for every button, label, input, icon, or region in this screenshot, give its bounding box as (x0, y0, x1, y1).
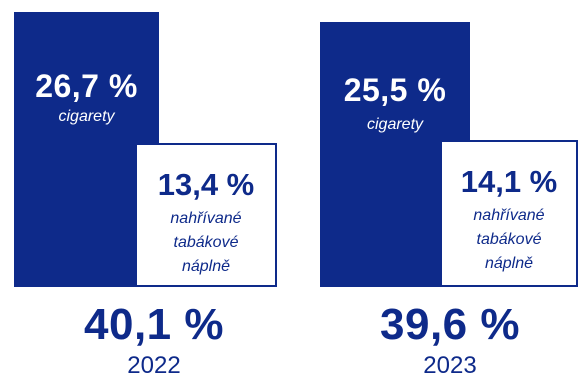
cigarettes-category-label-2023: cigarety (366, 116, 424, 133)
heated-label-line: tabákové (173, 234, 239, 251)
heated-value-label-2023: 14,1 % (460, 164, 558, 199)
heated-label-line: tabákové (476, 231, 542, 248)
heated-category-label-2023: nahřívané tabákové náplně (442, 204, 576, 276)
year-label-2023: 2023 (423, 352, 477, 379)
cigarettes-category-label-2022: cigarety (58, 108, 115, 125)
cigarettes-value-label-2022: 26,7 % (35, 68, 138, 104)
year-label-2022: 2022 (127, 352, 181, 379)
bar-heated-tobacco-2023: 14,1 % nahřívané tabákové náplně (440, 140, 578, 287)
heated-label-line: nahřívané (473, 207, 545, 224)
heated-label-line: náplně (181, 258, 231, 275)
total-value-2022: 40,1 % (84, 300, 224, 349)
heated-value-label-2022: 13,4 % (157, 167, 255, 202)
heated-label-line: náplně (484, 255, 534, 272)
bar-heated-tobacco-2022: 13,4 % nahřívané tabákové náplně (135, 143, 277, 287)
heated-label-line: nahřívané (170, 210, 242, 227)
heated-category-label-2022: nahřívané tabákové náplně (137, 207, 275, 279)
bar-cigarettes-2022: 26,7 % cigarety (14, 12, 159, 287)
cigarettes-value-label-2023: 25,5 % (343, 72, 447, 108)
total-value-2023: 39,6 % (380, 300, 520, 349)
